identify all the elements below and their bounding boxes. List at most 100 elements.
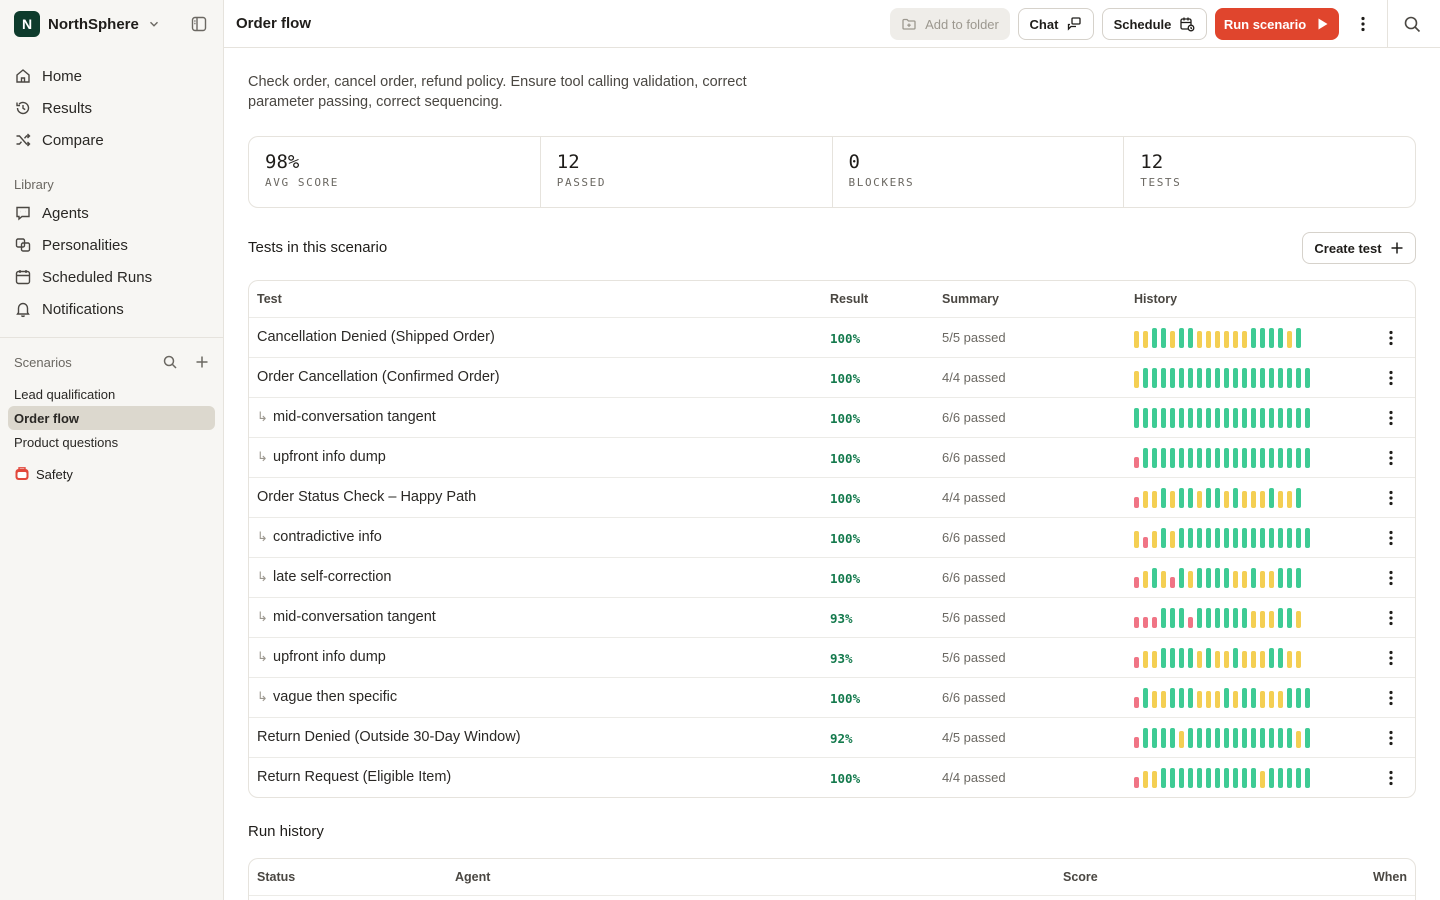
history-bar [1215,608,1220,628]
history-bar [1206,728,1211,748]
table-row[interactable]: ↳ upfront info dump 93% 5/6 passed [249,638,1415,678]
history-bar [1197,368,1202,388]
history-bar [1188,528,1193,548]
history-bar [1233,488,1238,508]
test-name-cell: ↳ upfront info dump [257,449,386,465]
run-scenario-label: Run scenario [1223,16,1307,32]
workspace-switcher[interactable]: N NorthSphere [14,11,161,37]
search-icon[interactable] [1402,14,1422,34]
folder-safety[interactable]: Safety [14,466,73,482]
history-bar [1305,448,1310,468]
history-bar [1251,611,1256,628]
table-row[interactable]: Order Status Check – Happy Path 100% 4/4 p… [249,478,1415,518]
stat-label: PASSED [556,176,607,189]
scenario-item-product-questions[interactable]: Product questions [14,434,119,450]
row-menu-icon[interactable] [1381,648,1401,668]
sidebar-item-personalities[interactable]: Personalities [8,229,216,261]
sub-test-arrow-icon: ↳ [257,689,268,704]
test-name-cell: ↳ mid-conversation tangent [257,609,436,625]
nav-item-compare[interactable]: Compare [8,124,216,156]
row-menu-icon[interactable] [1381,528,1401,548]
table-row[interactable]: Return Request (Eligible Item) 100% 4/4 pa… [249,758,1415,797]
history-bar [1260,528,1265,548]
history-bar [1152,651,1157,668]
table-row[interactable]: ↳ contradictive info 100% 6/6 passed [249,518,1415,558]
scenarios-label: Scenarios [14,354,72,370]
chat-button[interactable]: Chat [1018,8,1094,40]
row-menu-icon[interactable] [1381,568,1401,588]
row-menu-icon[interactable] [1381,728,1401,748]
row-menu-icon[interactable] [1381,328,1401,348]
history-bar [1179,328,1184,348]
create-test-label: Create test [1314,240,1382,256]
row-menu-icon[interactable] [1381,608,1401,628]
sidebar-item-agents[interactable]: Agents [8,197,216,229]
sidebar-item-scheduled-runs[interactable]: Scheduled Runs [8,261,216,293]
history-bar [1134,457,1139,468]
history-bar [1161,571,1166,588]
add-to-folder-button[interactable]: Add to folder [890,8,1010,40]
more-options-icon[interactable] [1353,14,1373,34]
history-bar [1170,577,1175,588]
history-bar [1251,448,1256,468]
history-bar [1269,728,1274,748]
table-row[interactable]: Order Cancellation (Confirmed Order) 100%… [249,358,1415,398]
history-bar [1296,568,1301,588]
table-row[interactable]: ↳ mid-conversation tangent 100% 6/6 passed [249,398,1415,438]
add-to-folder-label: Add to folder [925,16,999,32]
collapse-sidebar-icon[interactable] [190,15,208,33]
table-row[interactable]: ↳ vague then specific 100% 6/6 passed [249,678,1415,718]
history-bar [1197,728,1202,748]
history-bar [1287,728,1292,748]
history-bar [1179,648,1184,668]
history-bar [1233,691,1238,708]
table-row[interactable]: Cancellation Denied (Shipped Order) 100% 5… [249,318,1415,358]
row-menu-icon[interactable] [1381,368,1401,388]
scenario-item-order-flow[interactable]: Order flow [8,406,215,430]
plus-icon[interactable] [194,354,210,370]
history-bar [1179,488,1184,508]
test-name-cell: ↳ upfront info dump [257,649,386,665]
row-menu-icon[interactable] [1381,488,1401,508]
test-name: Cancellation Denied (Shipped Order) [257,329,495,345]
history-bar [1287,331,1292,348]
nav-item-home[interactable]: Home [8,60,216,92]
history-bar [1224,408,1229,428]
history-bar [1179,528,1184,548]
row-menu-icon[interactable] [1381,448,1401,468]
run-scenario-button[interactable]: Run scenario [1215,8,1339,40]
history-bar [1305,728,1310,748]
history-bar [1296,408,1301,428]
test-result: 100% [830,491,861,506]
test-result: 100% [830,531,861,546]
history-bar [1260,651,1265,668]
history-bar [1242,491,1247,508]
row-menu-icon[interactable] [1381,408,1401,428]
table-row[interactable]: Return Denied (Outside 30-Day Window) 92%… [249,718,1415,758]
sidebar-item-notifications[interactable]: Notifications [8,293,216,325]
history-bar [1233,331,1238,348]
row-menu-icon[interactable] [1381,688,1401,708]
scenario-item-lead-qualification[interactable]: Lead qualification [14,386,116,402]
nav-item-results[interactable]: Results [8,92,216,124]
test-result: 93% [830,651,853,666]
schedule-button[interactable]: Schedule [1102,8,1207,40]
history-bar [1269,368,1274,388]
history-bar [1206,608,1211,628]
history-bar [1260,771,1265,788]
table-row[interactable]: ↳ mid-conversation tangent 93% 5/6 passed [249,598,1415,638]
history-bar [1188,368,1193,388]
table-row[interactable]: ↳ late self-correction 100% 6/6 passed [249,558,1415,598]
folder-label: Safety [36,466,73,482]
table-row[interactable]: ↳ upfront info dump 100% 6/6 passed [249,438,1415,478]
home-icon [16,69,30,83]
history-bar [1296,528,1301,548]
history-bar [1224,728,1229,748]
history-bar [1152,491,1157,508]
history-bar [1287,408,1292,428]
history-bar [1152,617,1157,628]
create-test-button[interactable]: Create test [1302,232,1416,264]
history-bar [1188,408,1193,428]
search-icon[interactable] [162,354,178,370]
row-menu-icon[interactable] [1381,768,1401,788]
